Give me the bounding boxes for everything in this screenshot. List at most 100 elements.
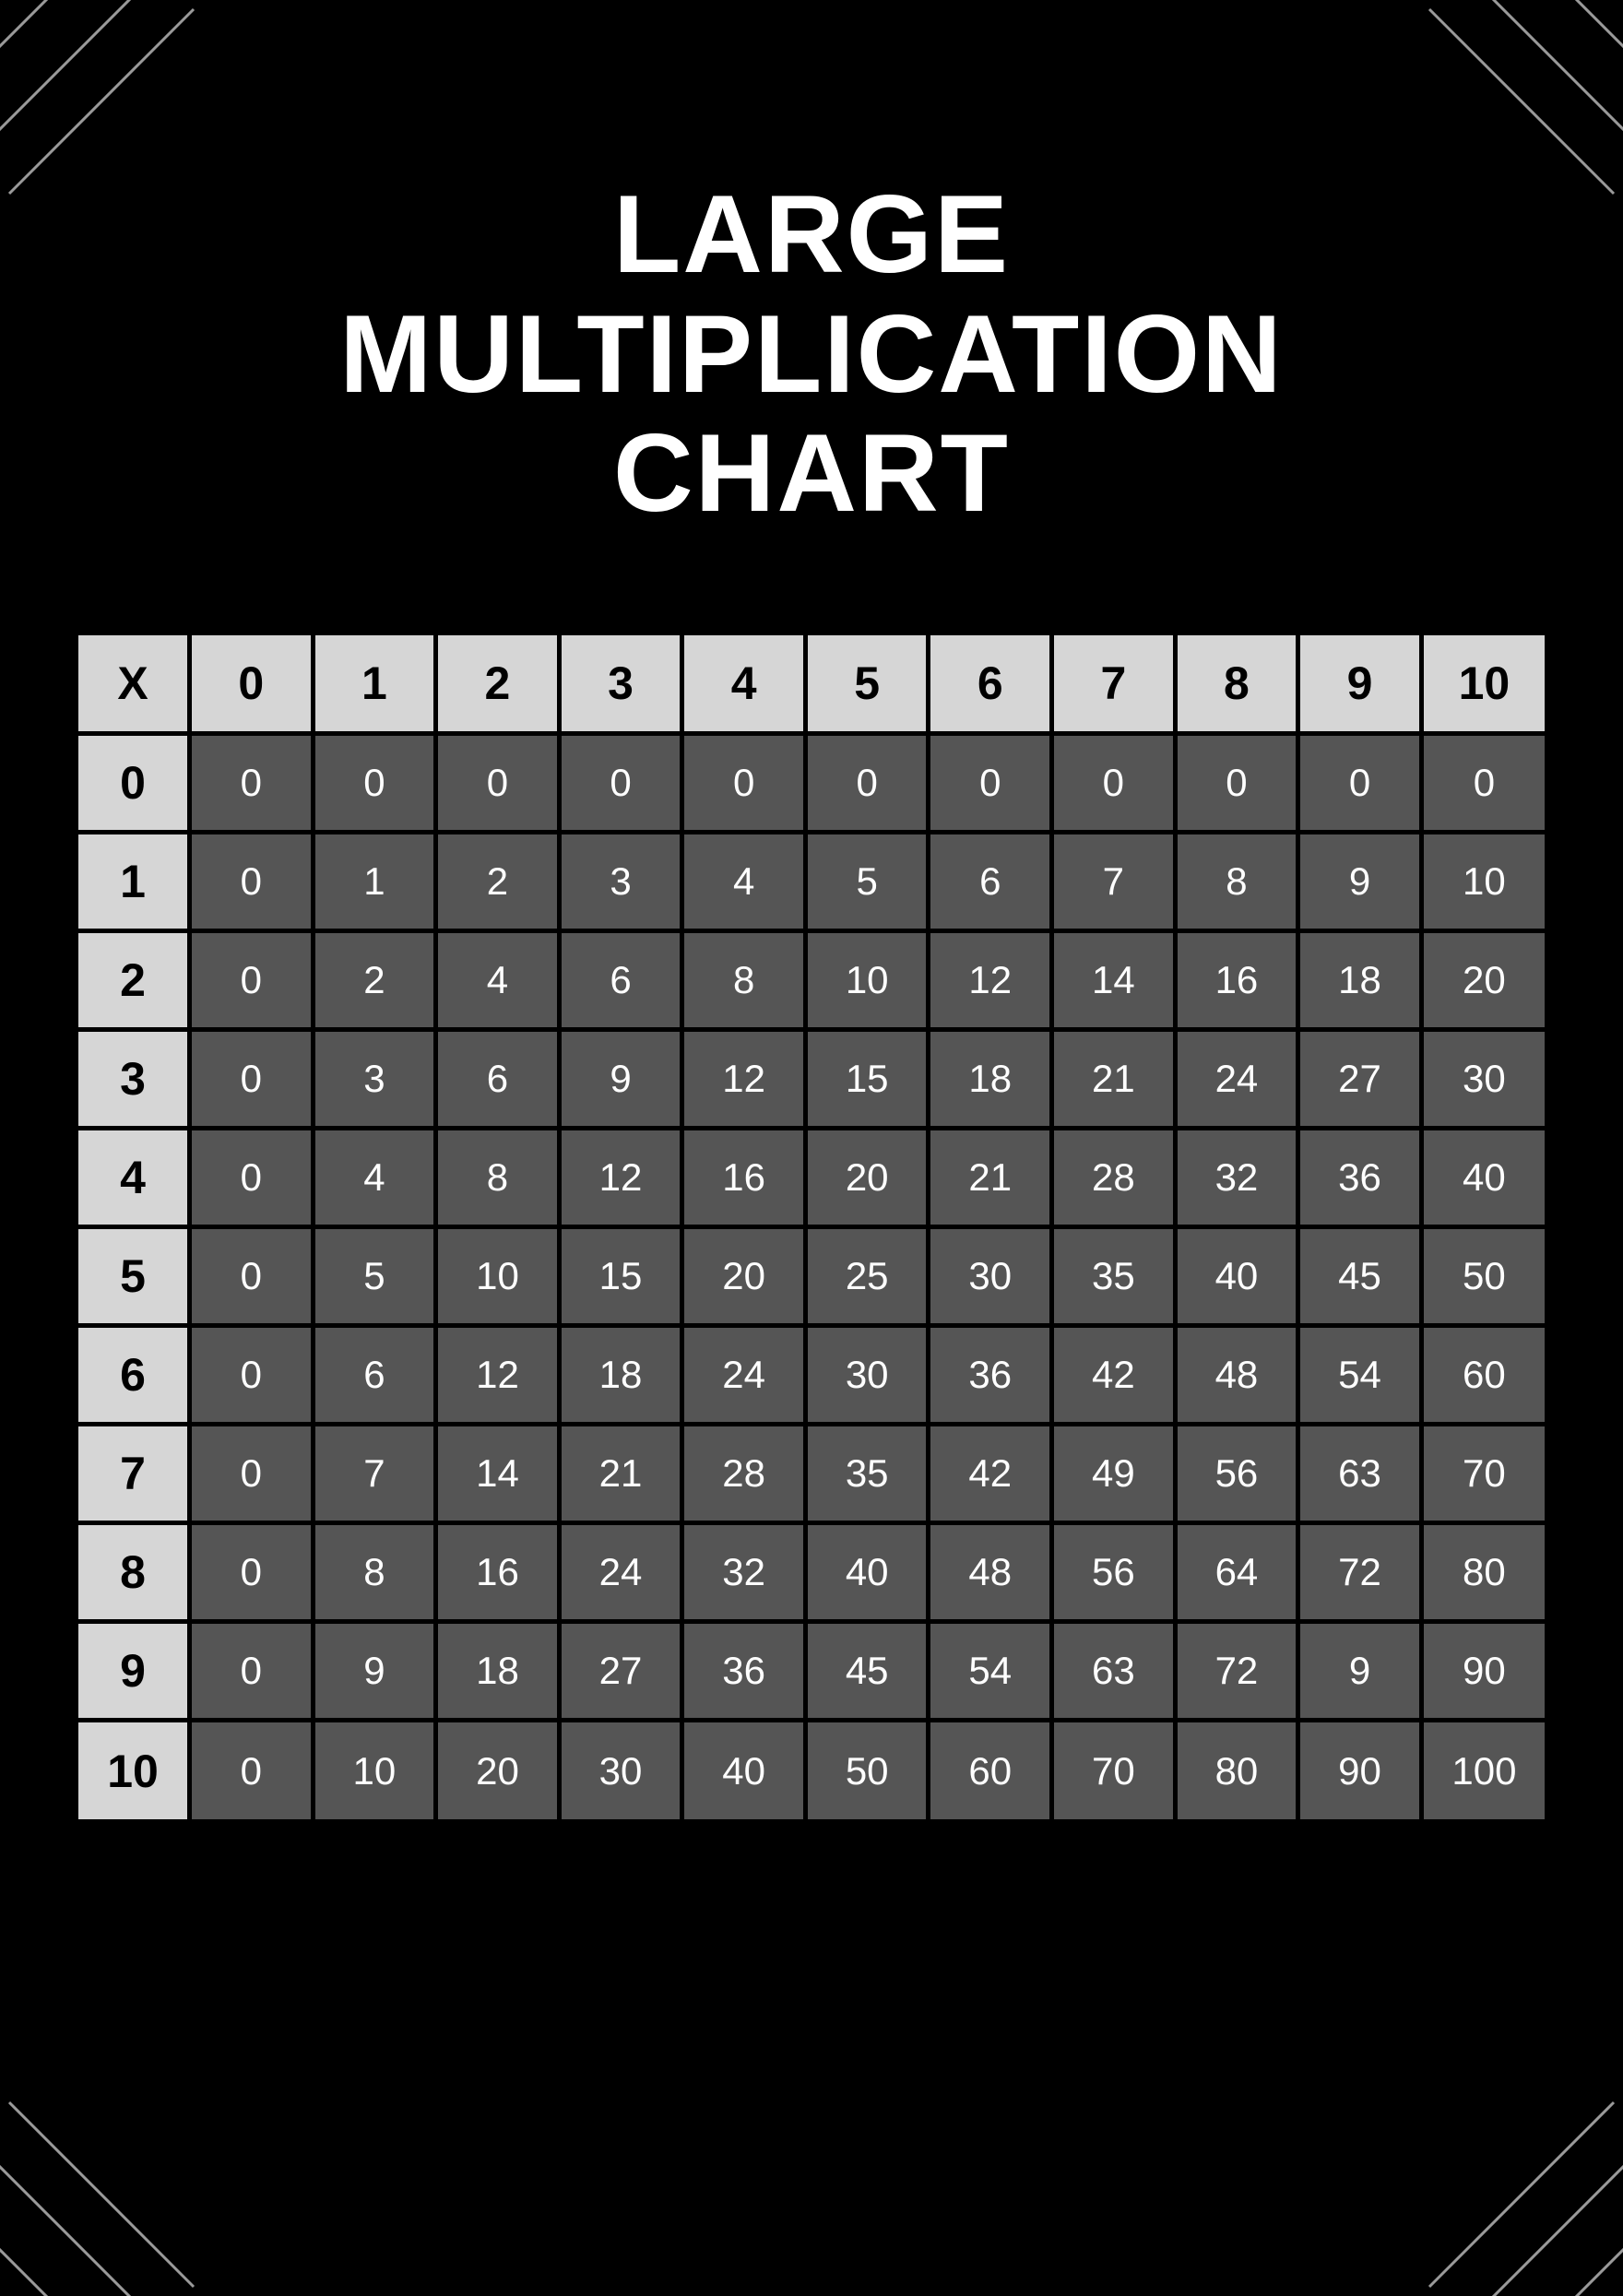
data-cell: 0 bbox=[190, 1326, 314, 1425]
corner-lines-bottom-right bbox=[1309, 1982, 1623, 2296]
row-header: 2 bbox=[78, 931, 190, 1030]
data-cell: 27 bbox=[1298, 1030, 1422, 1129]
row-header: 8 bbox=[78, 1523, 190, 1622]
data-cell: 0 bbox=[1421, 734, 1545, 833]
page-title: LARGE MULTIPLICATION CHART bbox=[0, 0, 1623, 534]
data-cell: 8 bbox=[1175, 833, 1298, 931]
data-cell: 0 bbox=[436, 734, 560, 833]
data-cell: 56 bbox=[1175, 1425, 1298, 1523]
row-header: 6 bbox=[78, 1326, 190, 1425]
data-cell: 30 bbox=[1421, 1030, 1545, 1129]
table-row: 90918273645546372990 bbox=[78, 1622, 1545, 1721]
column-header: 9 bbox=[1298, 635, 1422, 734]
row-header: 3 bbox=[78, 1030, 190, 1129]
data-cell: 0 bbox=[190, 931, 314, 1030]
data-cell: 0 bbox=[1052, 734, 1176, 833]
table-header-row: X012345678910 bbox=[78, 635, 1545, 734]
data-cell: 20 bbox=[805, 1129, 929, 1227]
data-cell: 9 bbox=[313, 1622, 436, 1721]
data-cell: 90 bbox=[1298, 1721, 1422, 1819]
data-cell: 72 bbox=[1175, 1622, 1298, 1721]
data-cell: 18 bbox=[929, 1030, 1052, 1129]
data-cell: 80 bbox=[1421, 1523, 1545, 1622]
data-cell: 40 bbox=[682, 1721, 806, 1819]
data-cell: 20 bbox=[682, 1227, 806, 1326]
data-cell: 25 bbox=[805, 1227, 929, 1326]
data-cell: 10 bbox=[1421, 833, 1545, 931]
data-cell: 0 bbox=[929, 734, 1052, 833]
data-cell: 20 bbox=[1421, 931, 1545, 1030]
data-cell: 10 bbox=[436, 1227, 560, 1326]
data-cell: 45 bbox=[805, 1622, 929, 1721]
data-cell: 6 bbox=[436, 1030, 560, 1129]
data-cell: 49 bbox=[1052, 1425, 1176, 1523]
data-cell: 0 bbox=[559, 734, 682, 833]
data-cell: 3 bbox=[559, 833, 682, 931]
data-cell: 80 bbox=[1175, 1721, 1298, 1819]
column-header: 10 bbox=[1421, 635, 1545, 734]
data-cell: 50 bbox=[805, 1721, 929, 1819]
data-cell: 5 bbox=[805, 833, 929, 931]
data-cell: 18 bbox=[1298, 931, 1422, 1030]
data-cell: 21 bbox=[929, 1129, 1052, 1227]
data-cell: 9 bbox=[1298, 1622, 1422, 1721]
data-cell: 8 bbox=[436, 1129, 560, 1227]
data-cell: 18 bbox=[559, 1326, 682, 1425]
data-cell: 1 bbox=[313, 833, 436, 931]
data-cell: 2 bbox=[313, 931, 436, 1030]
table-row: 100102030405060708090100 bbox=[78, 1721, 1545, 1819]
table-row: 707142128354249566370 bbox=[78, 1425, 1545, 1523]
column-header: 0 bbox=[190, 635, 314, 734]
data-cell: 14 bbox=[1052, 931, 1176, 1030]
data-cell: 40 bbox=[805, 1523, 929, 1622]
row-header: 4 bbox=[78, 1129, 190, 1227]
data-cell: 10 bbox=[805, 931, 929, 1030]
data-cell: 40 bbox=[1421, 1129, 1545, 1227]
table-row: 202468101214161820 bbox=[78, 931, 1545, 1030]
multiplication-table: X012345678910000000000000101234567891020… bbox=[78, 635, 1545, 1819]
data-cell: 36 bbox=[1298, 1129, 1422, 1227]
data-cell: 30 bbox=[929, 1227, 1052, 1326]
column-header: 5 bbox=[805, 635, 929, 734]
data-cell: 18 bbox=[436, 1622, 560, 1721]
data-cell: 8 bbox=[313, 1523, 436, 1622]
data-cell: 6 bbox=[313, 1326, 436, 1425]
data-cell: 15 bbox=[559, 1227, 682, 1326]
data-cell: 48 bbox=[929, 1523, 1052, 1622]
column-header: 6 bbox=[929, 635, 1052, 734]
data-cell: 0 bbox=[190, 1721, 314, 1819]
data-cell: 28 bbox=[682, 1425, 806, 1523]
data-cell: 0 bbox=[190, 734, 314, 833]
data-cell: 0 bbox=[1175, 734, 1298, 833]
data-cell: 30 bbox=[805, 1326, 929, 1425]
data-cell: 28 bbox=[1052, 1129, 1176, 1227]
multiplication-table-container: X012345678910000000000000101234567891020… bbox=[78, 635, 1545, 1819]
data-cell: 70 bbox=[1421, 1425, 1545, 1523]
data-cell: 9 bbox=[1298, 833, 1422, 931]
table-row: 606121824303642485460 bbox=[78, 1326, 1545, 1425]
data-cell: 90 bbox=[1421, 1622, 1545, 1721]
data-cell: 24 bbox=[682, 1326, 806, 1425]
data-cell: 0 bbox=[190, 1030, 314, 1129]
row-header: 7 bbox=[78, 1425, 190, 1523]
data-cell: 54 bbox=[929, 1622, 1052, 1721]
row-header: 10 bbox=[78, 1721, 190, 1819]
column-header: 4 bbox=[682, 635, 806, 734]
data-cell: 45 bbox=[1298, 1227, 1422, 1326]
data-cell: 0 bbox=[190, 1523, 314, 1622]
table-row: 000000000000 bbox=[78, 734, 1545, 833]
data-cell: 16 bbox=[1175, 931, 1298, 1030]
data-cell: 27 bbox=[559, 1622, 682, 1721]
column-header: 3 bbox=[559, 635, 682, 734]
data-cell: 12 bbox=[559, 1129, 682, 1227]
data-cell: 40 bbox=[1175, 1227, 1298, 1326]
data-cell: 15 bbox=[805, 1030, 929, 1129]
data-cell: 24 bbox=[1175, 1030, 1298, 1129]
data-cell: 48 bbox=[1175, 1326, 1298, 1425]
data-cell: 72 bbox=[1298, 1523, 1422, 1622]
data-cell: 56 bbox=[1052, 1523, 1176, 1622]
data-cell: 6 bbox=[559, 931, 682, 1030]
data-cell: 9 bbox=[559, 1030, 682, 1129]
data-cell: 60 bbox=[1421, 1326, 1545, 1425]
data-cell: 20 bbox=[436, 1721, 560, 1819]
